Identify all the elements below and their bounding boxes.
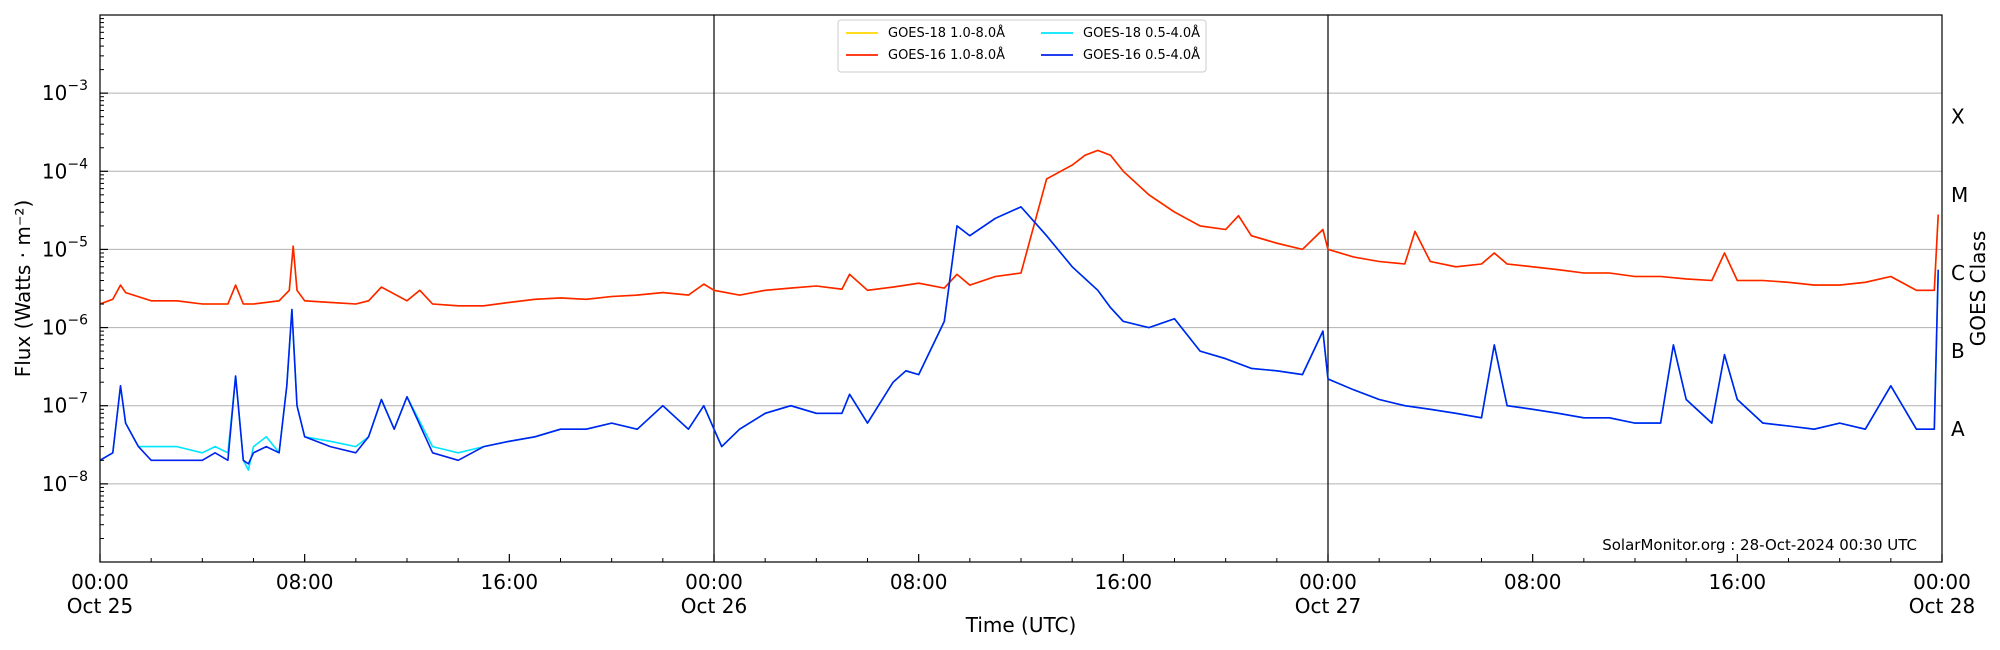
x-tick-time: 00:00 bbox=[1299, 570, 1357, 594]
y-tick-label: 10−7 bbox=[42, 391, 88, 418]
legend: GOES-18 1.0-8.0Å GOES-18 0.5-4.0Å GOES-16 … bbox=[837, 19, 1207, 73]
y-axis-title: Flux (Watts · m⁻²) bbox=[11, 200, 35, 378]
x-tick-time: 16:00 bbox=[1095, 570, 1153, 594]
goes-class-label: M bbox=[1951, 183, 1968, 207]
x-tick-date: Oct 26 bbox=[681, 594, 747, 618]
y-tick-label: 10−4 bbox=[42, 156, 88, 183]
series-line bbox=[99, 149, 1939, 307]
x-tick-time: 00:00 bbox=[71, 570, 129, 594]
y-tick-label: 10−6 bbox=[42, 313, 88, 340]
x-tick-time: 08:00 bbox=[1504, 570, 1562, 594]
legend-label: GOES-16 0.5-4.0Å bbox=[1083, 47, 1200, 63]
x-tick-time: 00:00 bbox=[685, 570, 743, 594]
x-tick-time: 08:00 bbox=[276, 570, 334, 594]
goes-class-label: A bbox=[1951, 417, 1965, 441]
x-tick-time: 16:00 bbox=[1709, 570, 1767, 594]
x-tick-time: 00:00 bbox=[1913, 570, 1971, 594]
y-tick-label: 10−3 bbox=[42, 78, 88, 105]
series-line bbox=[99, 206, 1939, 465]
goes-class-label: B bbox=[1951, 339, 1965, 363]
gridlines bbox=[100, 92, 1942, 485]
day-separator-lines bbox=[713, 15, 1329, 562]
legend-box bbox=[837, 19, 1207, 73]
legend-label: GOES-18 1.0-8.0Å bbox=[888, 25, 1005, 41]
x-tick-date: Oct 28 bbox=[1909, 594, 1975, 618]
goes-class-label: X bbox=[1951, 105, 1965, 129]
goes-class-label: C bbox=[1951, 261, 1965, 285]
goes-class-ticks: A B C M X bbox=[1951, 105, 1968, 442]
x-axis-title: Time (UTC) bbox=[965, 613, 1077, 637]
y-axis-ticks: 10−8 10−7 10−6 10−5 10−4 10−3 bbox=[42, 18, 108, 539]
legend-label: GOES-18 0.5-4.0Å bbox=[1083, 25, 1200, 41]
y-tick-label: 10−8 bbox=[42, 469, 88, 496]
goes-class-axis-title: GOES Class bbox=[1966, 231, 1990, 347]
x-tick-date: Oct 27 bbox=[1295, 594, 1361, 618]
x-tick-time: 08:00 bbox=[890, 570, 948, 594]
x-tick-time: 16:00 bbox=[481, 570, 539, 594]
legend-label: GOES-16 1.0-8.0Å bbox=[888, 47, 1005, 63]
x-tick-date: Oct 25 bbox=[67, 594, 133, 618]
series-layer bbox=[99, 149, 1939, 471]
watermark: SolarMonitor.org : 28-Oct-2024 00:30 UTC bbox=[1602, 536, 1917, 554]
y-tick-label: 10−5 bbox=[42, 234, 88, 261]
